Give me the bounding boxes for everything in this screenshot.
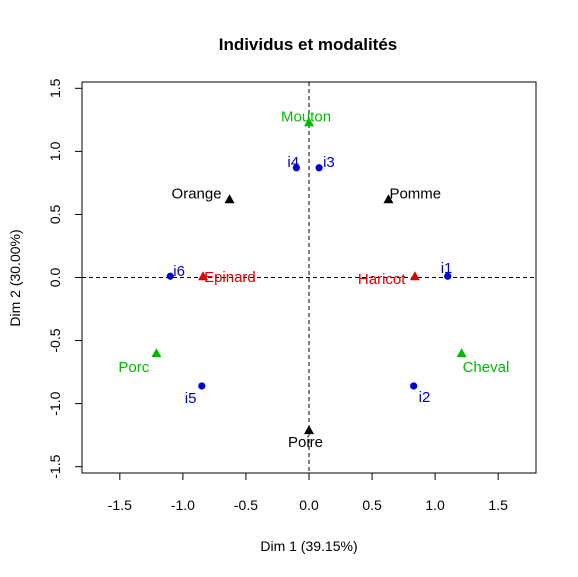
point-i3 — [315, 164, 323, 172]
data-points: i1 i2 i3 i4 i5 i6 Orange Pomme Poire Mouton Porc Ch… — [118, 108, 509, 451]
y-tick-label: -1.0 — [47, 391, 63, 415]
chart-title: Individus et modalités — [219, 35, 398, 54]
x-tick-label: -1.0 — [171, 497, 195, 513]
point-label-Epinard: Epinard — [204, 269, 256, 286]
x-tick-label: 1.5 — [488, 497, 508, 513]
point-label-i5: i5 — [185, 390, 197, 407]
point-label-i2: i2 — [419, 389, 431, 406]
y-axis: -1.5 -1.0 -0.5 0.0 0.5 1.0 1.5 — [47, 78, 82, 479]
point-i6 — [166, 272, 174, 280]
x-tick-label: -0.5 — [234, 497, 258, 513]
point-label-Cheval: Cheval — [463, 359, 510, 376]
point-i5 — [198, 382, 206, 390]
x-axis: -1.5 -1.0 -0.5 0.0 0.5 1.0 1.5 — [108, 473, 508, 513]
x-tick-label: -1.5 — [108, 497, 132, 513]
x-axis-label: Dim 1 (39.15%) — [260, 538, 357, 554]
x-tick-label: 0.5 — [362, 497, 382, 513]
point-Epinard — [198, 271, 209, 281]
y-tick-label: 0.0 — [47, 268, 63, 288]
point-label-i1: i1 — [441, 260, 453, 277]
point-label-Mouton: Mouton — [281, 108, 331, 125]
point-label-Porc: Porc — [118, 359, 149, 376]
point-Orange — [224, 194, 235, 204]
point-Pomme — [383, 194, 394, 204]
y-tick-label: -1.5 — [47, 454, 63, 478]
point-label-i6: i6 — [173, 263, 185, 280]
point-label-Poire: Poire — [288, 434, 323, 451]
point-label-Orange: Orange — [172, 185, 222, 202]
point-Porc — [151, 348, 162, 358]
point-Mouton — [304, 117, 314, 127]
point-label-i4: i4 — [287, 154, 299, 171]
y-axis-label: Dim 2 (30.00%) — [7, 229, 23, 326]
y-tick-label: 1.0 — [47, 141, 63, 161]
point-label-Haricot: Haricot — [358, 271, 406, 288]
point-i4 — [292, 164, 300, 172]
x-tick-label: 0.0 — [299, 497, 319, 513]
y-tick-label: -0.5 — [47, 328, 63, 352]
point-label-i3: i3 — [323, 154, 335, 171]
point-Cheval — [456, 348, 467, 358]
y-tick-label: 1.5 — [47, 78, 63, 98]
x-tick-label: 1.0 — [425, 497, 445, 513]
point-Poire — [304, 425, 314, 435]
point-label-Pomme: Pomme — [389, 185, 441, 202]
point-i2 — [410, 382, 418, 390]
point-Haricot — [409, 271, 420, 281]
point-i1 — [444, 272, 452, 280]
reference-lines — [82, 82, 536, 473]
y-tick-label: 0.5 — [47, 204, 63, 224]
